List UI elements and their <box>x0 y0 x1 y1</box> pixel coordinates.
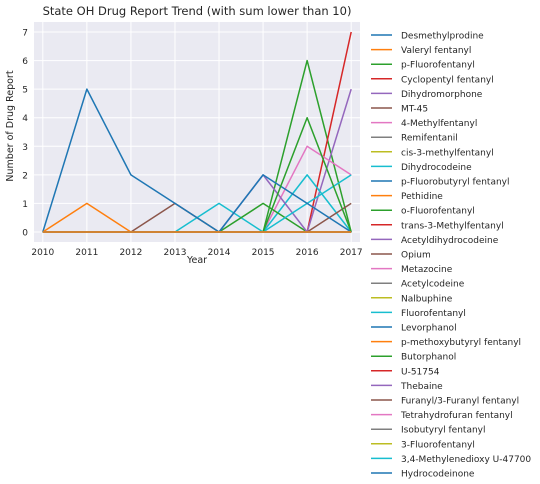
legend-label: Fluorofentanyl <box>401 309 466 319</box>
legend-item: Furanyl/3-Furanyl fentanyl <box>371 397 519 407</box>
series-lines <box>42 31 352 233</box>
legend-item: MT-45 <box>371 105 428 115</box>
y-tick-label: 2 <box>22 171 28 181</box>
y-tick-label: 1 <box>22 200 28 210</box>
legend-item: cis-3-methylfentanyl <box>371 148 494 158</box>
legend-label: Hydrocodeinone <box>401 470 475 480</box>
legend-item: trans-3-Methylfentanyl <box>371 221 504 231</box>
legend-label: Acetyldihydrocodeine <box>401 236 499 246</box>
y-tick-labels: 0 1 2 3 4 5 6 7 <box>22 29 28 239</box>
legend-item: Metazocine <box>371 265 453 275</box>
legend-item: p-methoxybutyryl fentanyl <box>371 338 521 348</box>
legend-label: Cyclopentyl fentanyl <box>401 75 494 85</box>
legend-item: Thebaine <box>371 382 443 392</box>
x-tick-label: 2017 <box>340 248 363 258</box>
legend-label: Dihydrocodeine <box>401 163 472 173</box>
legend-label: p-Fluorobutyryl fentanyl <box>401 178 510 188</box>
legend-item: Fluorofentanyl <box>371 309 466 319</box>
x-tick-label: 2015 <box>252 248 275 258</box>
x-axis-label: Year <box>186 255 207 266</box>
legend-label: 3-Fluorofentanyl <box>401 440 475 450</box>
legend-label: p-methoxybutyryl fentanyl <box>401 338 521 348</box>
legend-label: Pethidine <box>401 192 443 202</box>
plot-area <box>34 22 360 242</box>
x-tick-label: 2010 <box>31 248 54 258</box>
x-tick-label: 2013 <box>164 248 187 258</box>
legend-item: p-Fluorobutyryl fentanyl <box>371 178 510 188</box>
legend-item: Remifentanil <box>371 134 458 144</box>
legend-item: 3-Fluorofentanyl <box>371 440 475 450</box>
legend-label: p-Fluorofentanyl <box>401 61 475 71</box>
legend-label: cis-3-methylfentanyl <box>401 148 494 158</box>
legend-label: Tetrahydrofuran fentanyl <box>400 411 513 421</box>
legend: Desmethylprodine Valeryl fentanyl p-Fluoro… <box>371 32 531 480</box>
legend-label: 4-Methylfentanyl <box>401 119 477 129</box>
legend-item: Pethidine <box>371 192 443 202</box>
legend-item: Hydrocodeinone <box>371 470 475 480</box>
legend-item: Dihydromorphone <box>371 90 483 100</box>
legend-item: Cyclopentyl fentanyl <box>371 75 494 85</box>
legend-item: U-51754 <box>371 367 440 377</box>
y-tick-label: 5 <box>22 86 28 96</box>
legend-label: Metazocine <box>401 265 453 275</box>
legend-label: Isobutyryl fentanyl <box>401 426 486 436</box>
y-axis-label: Number of Drug Report <box>5 70 16 181</box>
y-tick-label: 3 <box>22 143 28 153</box>
legend-label: Thebaine <box>400 382 443 392</box>
legend-label: Levorphanol <box>401 324 457 334</box>
y-tick-label: 7 <box>22 29 28 39</box>
legend-label: Dihydromorphone <box>401 90 483 100</box>
legend-item: Acetyldihydrocodeine <box>371 236 499 246</box>
legend-item: Isobutyryl fentanyl <box>371 426 486 436</box>
legend-label: Furanyl/3-Furanyl fentanyl <box>401 397 519 407</box>
legend-item: Acetylcodeine <box>371 280 465 290</box>
x-tick-label: 2012 <box>119 248 142 258</box>
legend-item: Levorphanol <box>371 324 457 334</box>
legend-label: Acetylcodeine <box>401 280 465 290</box>
legend-item: 4-Methylfentanyl <box>371 119 477 129</box>
legend-item: o-Fluorofentanyl <box>371 207 475 217</box>
legend-label: trans-3-Methylfentanyl <box>401 221 504 231</box>
legend-label: Valeryl fentanyl <box>401 46 471 56</box>
legend-label: MT-45 <box>401 105 428 115</box>
legend-label: Butorphanol <box>401 353 456 363</box>
y-tick-label: 6 <box>22 57 28 67</box>
x-tick-label: 2016 <box>296 248 319 258</box>
legend-label: Remifentanil <box>401 134 458 144</box>
legend-label: o-Fluorofentanyl <box>401 207 475 217</box>
legend-item: Dihydrocodeine <box>371 163 472 173</box>
legend-item: Tetrahydrofuran fentanyl <box>371 411 513 421</box>
legend-item: Opium <box>371 251 431 261</box>
legend-label: U-51754 <box>401 367 440 377</box>
legend-item: Valeryl fentanyl <box>371 46 471 56</box>
y-tick-label: 0 <box>22 229 28 239</box>
legend-label: Desmethylprodine <box>401 32 484 42</box>
legend-item: 3,4-Methylenedioxy U-47700 <box>371 455 531 465</box>
y-tick-label: 4 <box>22 114 28 124</box>
legend-item: Butorphanol <box>371 353 456 363</box>
legend-item: p-Fluorofentanyl <box>371 61 475 71</box>
x-tick-labels: 2010 2011 2012 2013 2014 2015 2016 2017 <box>31 248 362 258</box>
legend-label: Opium <box>401 251 431 261</box>
x-tick-label: 2014 <box>208 248 231 258</box>
chart-title: State OH Drug Report Trend (with sum low… <box>43 4 352 18</box>
legend-label: Nalbuphine <box>401 294 453 304</box>
legend-item: Nalbuphine <box>371 294 453 304</box>
legend-label: 3,4-Methylenedioxy U-47700 <box>401 455 531 465</box>
x-tick-label: 2011 <box>75 248 98 258</box>
grid-lines <box>34 22 360 242</box>
legend-item: Desmethylprodine <box>371 32 484 42</box>
